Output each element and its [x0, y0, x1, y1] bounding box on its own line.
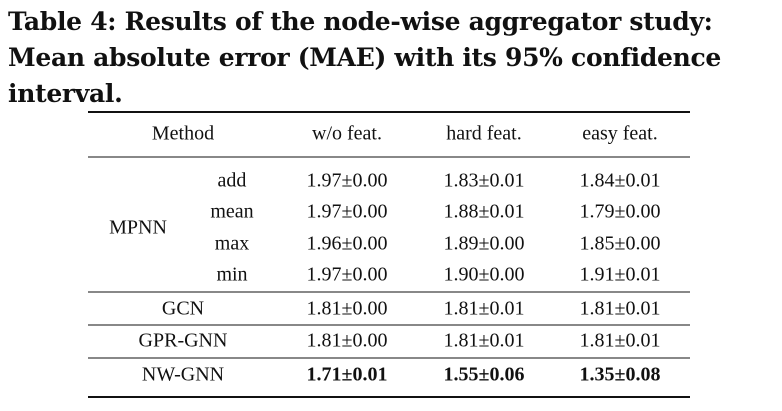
method-label: GCN	[162, 298, 204, 320]
cell: 1.97±0.00	[307, 201, 388, 223]
variant-label: max	[215, 233, 249, 255]
cell: 1.81±0.01	[444, 298, 525, 320]
cell: 1.81±0.00	[307, 330, 388, 352]
variant-label: mean	[210, 201, 253, 223]
variant-label: min	[216, 264, 247, 286]
header-cell: Method	[152, 123, 214, 145]
method-label: GPR-GNN	[139, 330, 228, 352]
group-label: MPNN	[109, 217, 167, 239]
cell: 1.83±0.01	[444, 170, 525, 192]
header-cell: easy feat.	[582, 123, 658, 145]
cell: 1.81±0.01	[580, 330, 661, 352]
cell: 1.88±0.01	[444, 201, 525, 223]
cell: 1.81±0.01	[580, 298, 661, 320]
cell: 1.91±0.01	[580, 264, 661, 286]
cell: 1.97±0.00	[307, 264, 388, 286]
cell: 1.97±0.00	[307, 170, 388, 192]
method-label: NW-GNN	[142, 364, 224, 386]
header-cell: w/o feat.	[312, 123, 382, 145]
cell: 1.81±0.00	[307, 298, 388, 320]
cell: 1.89±0.00	[444, 233, 525, 255]
cell: 1.71±0.01	[307, 364, 388, 386]
cell: 1.55±0.06	[444, 364, 525, 386]
cell: 1.90±0.00	[444, 264, 525, 286]
cell: 1.81±0.01	[444, 330, 525, 352]
cell: 1.84±0.01	[580, 170, 661, 192]
variant-label: add	[218, 170, 247, 192]
caption: Table 4: Results of the node-wise aggreg…	[8, 7, 722, 108]
cell: 1.35±0.08	[580, 364, 661, 386]
cell: 1.96±0.00	[307, 233, 388, 255]
header-cell: hard feat.	[446, 123, 522, 145]
cell: 1.85±0.00	[580, 233, 661, 255]
cell: 1.79±0.00	[580, 201, 661, 223]
